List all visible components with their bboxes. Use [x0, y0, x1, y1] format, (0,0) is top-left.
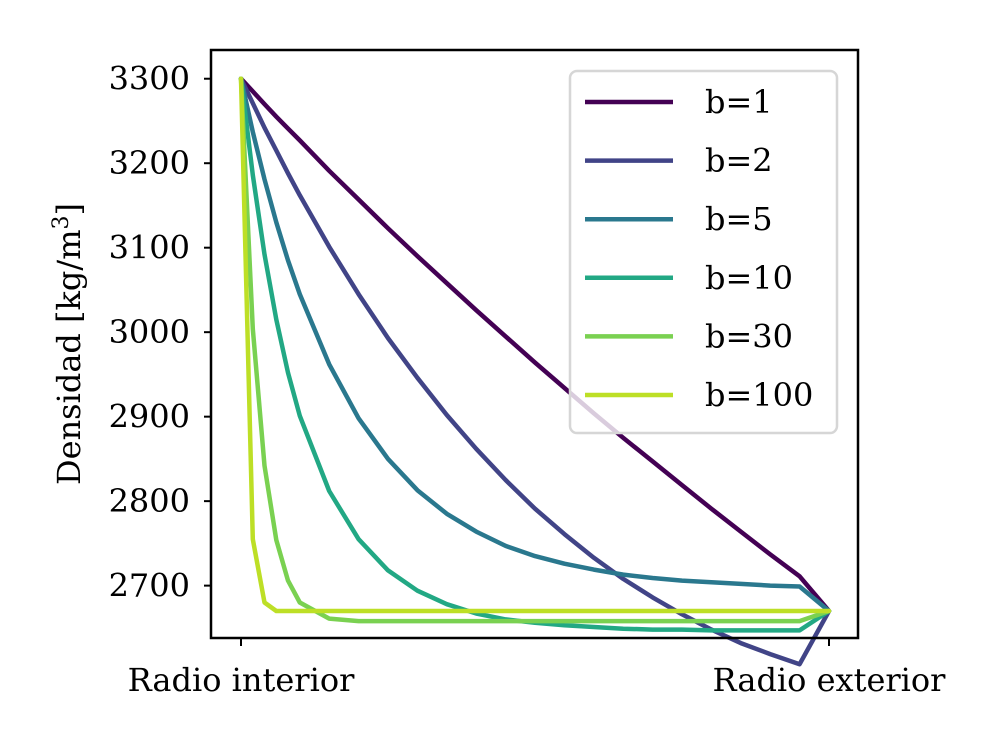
legend: b=1 b=2 b=5 b=10 b=30 b=100 [568, 69, 839, 435]
legend-label-b-30: b=30 [705, 317, 793, 355]
y-tick-label: 3000 [109, 313, 190, 351]
series-line-b-100 [238, 76, 832, 614]
legend-items: b=1 b=2 b=5 b=10 b=30 b=100 [585, 83, 813, 414]
y-tick-label: 3200 [109, 144, 190, 182]
legend-label-b-2: b=2 [705, 142, 773, 180]
plot-frame [209, 48, 860, 640]
y-tick-label: 3100 [109, 229, 190, 267]
legend-label-b-1: b=1 [705, 83, 773, 121]
series-layer [238, 76, 832, 667]
y-tick-label: 2700 [109, 567, 190, 605]
legend-label-b-100: b=100 [705, 376, 813, 414]
y-axis-title-superscript: 3 [49, 215, 74, 229]
y-tick-label: 2900 [109, 398, 190, 436]
x-tick-label: Radio exterior [713, 661, 947, 699]
y-tick-label: 2800 [109, 482, 190, 520]
x-tick-label: Radio interior [128, 661, 356, 699]
legend-label-b-5: b=5 [705, 200, 773, 238]
series-line-b-30 [238, 76, 832, 624]
y-tick-label: 3300 [109, 60, 190, 98]
legend-label-b-10: b=10 [705, 259, 793, 297]
series-line-b-5 [238, 76, 832, 614]
y-axis: 2700 2800 2900 3000 3100 3200 3300 [109, 60, 211, 605]
series-line-b-1 [238, 76, 832, 614]
y-axis-title-main: Densidad [kg/m [50, 229, 88, 485]
series-line-b-10 [238, 76, 832, 633]
y-axis-title: Densidad [kg/m3] [49, 203, 89, 485]
x-axis: Radio interior Radio exterior [128, 638, 947, 699]
y-axis-title-tail: ] [50, 203, 88, 215]
